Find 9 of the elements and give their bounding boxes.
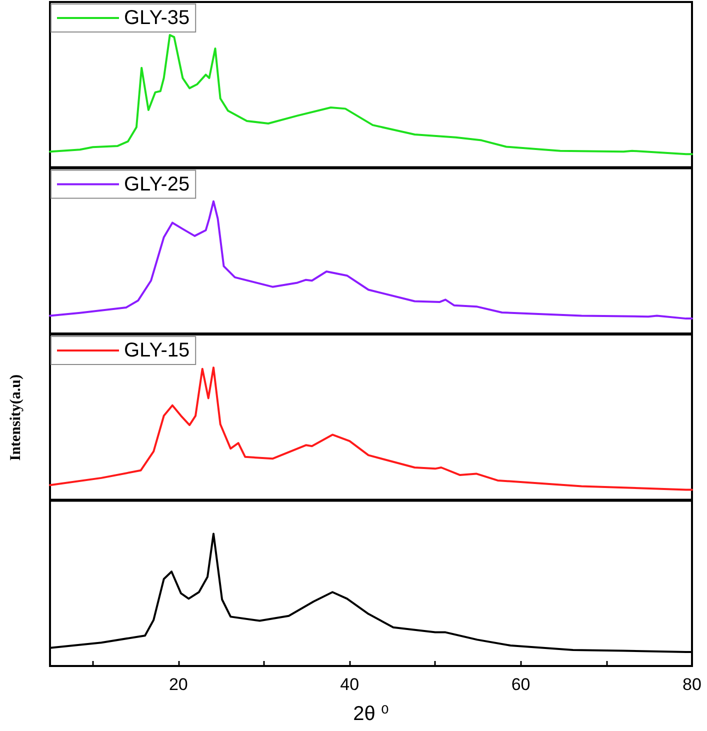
x-tick-label: 80 (682, 675, 702, 694)
x-tick-label: 20 (168, 675, 188, 694)
x-tick-label: 60 (511, 675, 530, 694)
legend-label: GLY-15 (124, 340, 190, 362)
y-axis-title: Intensity(a.u) (8, 374, 24, 461)
x-axis-title: 2θ ⁰ (353, 703, 389, 725)
legend-label: GLY-25 (124, 173, 190, 196)
x-tick-label: 40 (340, 675, 360, 694)
legend-label: GLY-35 (124, 7, 190, 29)
